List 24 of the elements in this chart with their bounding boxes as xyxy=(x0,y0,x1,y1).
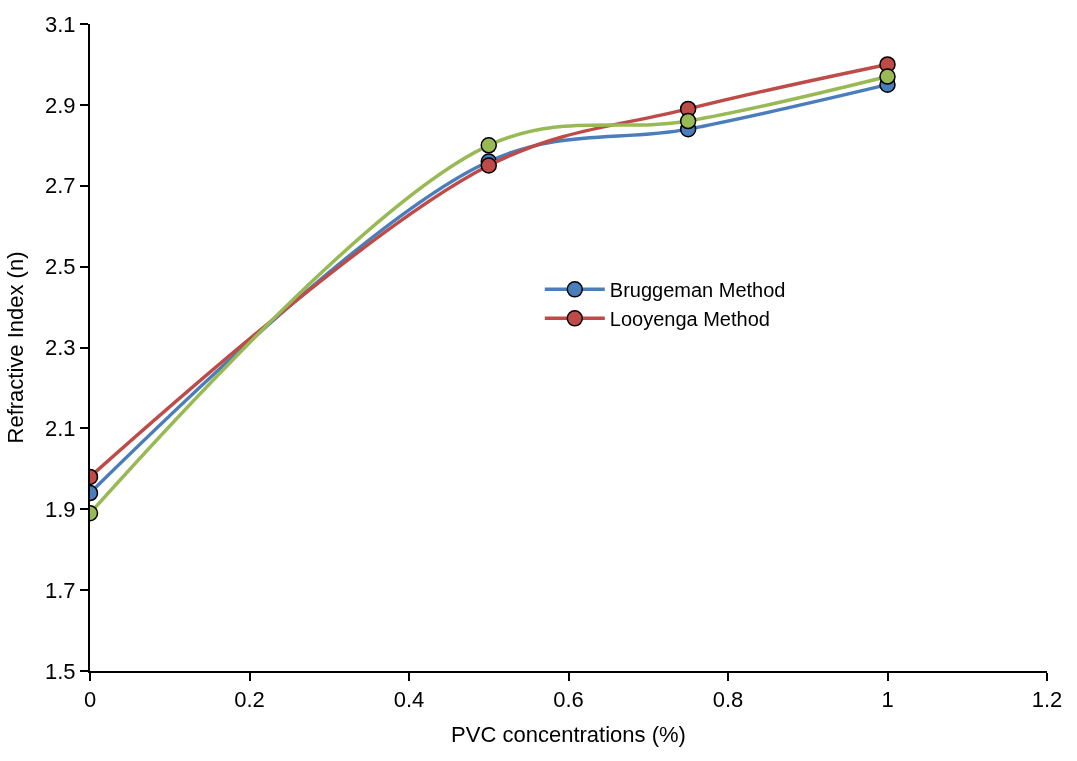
x-tick-label: 0.6 xyxy=(553,687,584,713)
point xyxy=(679,112,697,130)
x-tick-label: 1 xyxy=(881,687,894,713)
legend-label: Bruggeman Method xyxy=(609,279,786,302)
legend-label: Looyenga Method xyxy=(609,308,770,331)
y-tick-label: 1.7 xyxy=(45,577,76,603)
y-tick-label: 2.3 xyxy=(45,335,76,361)
point xyxy=(480,137,497,154)
x-tick-label: 1.2 xyxy=(1031,687,1063,713)
y-axis-title: Refractive Index (n) xyxy=(3,251,29,444)
x-tick-label: 0 xyxy=(83,687,97,713)
x-tick-label: 0.4 xyxy=(393,687,425,713)
point xyxy=(480,157,497,174)
y-tick-label: 1.9 xyxy=(45,496,76,522)
x-tick-label: 0.2 xyxy=(234,687,265,713)
point xyxy=(879,68,896,85)
x-tick-label: 0.8 xyxy=(712,687,744,713)
x-axis-title: PVC concentrations (%) xyxy=(451,721,686,747)
y-tick-label: 3.1 xyxy=(45,11,76,37)
y-tick-label: 1.5 xyxy=(45,658,76,684)
y-tick-label: 2.7 xyxy=(45,173,76,199)
y-tick-label: 2.5 xyxy=(45,254,76,280)
y-tick-label: 2.9 xyxy=(45,92,76,118)
y-tick-label: 2.1 xyxy=(45,416,76,442)
